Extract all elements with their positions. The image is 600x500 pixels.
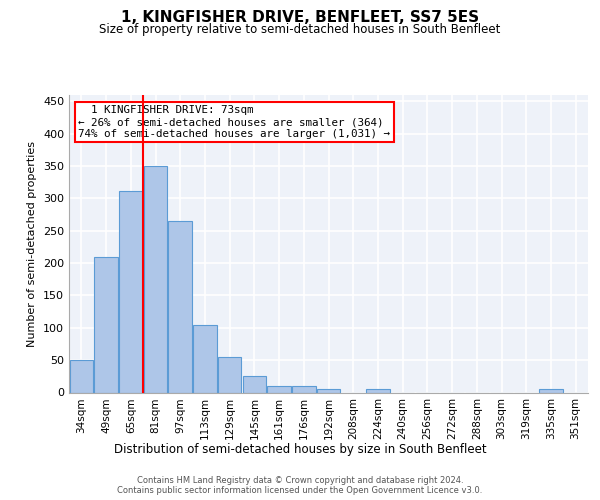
Bar bbox=[317, 390, 340, 392]
Bar bbox=[119, 190, 143, 392]
Bar bbox=[169, 221, 192, 392]
Text: 1, KINGFISHER DRIVE, BENFLEET, SS7 5ES: 1, KINGFISHER DRIVE, BENFLEET, SS7 5ES bbox=[121, 10, 479, 25]
Text: Size of property relative to semi-detached houses in South Benfleet: Size of property relative to semi-detach… bbox=[100, 22, 500, 36]
Bar bbox=[94, 256, 118, 392]
Y-axis label: Number of semi-detached properties: Number of semi-detached properties bbox=[28, 141, 37, 347]
Bar bbox=[193, 325, 217, 392]
Text: 1 KINGFISHER DRIVE: 73sqm
← 26% of semi-detached houses are smaller (364)
74% of: 1 KINGFISHER DRIVE: 73sqm ← 26% of semi-… bbox=[79, 106, 391, 138]
Bar bbox=[366, 390, 389, 392]
Text: Contains public sector information licensed under the Open Government Licence v3: Contains public sector information licen… bbox=[118, 486, 482, 495]
Bar bbox=[539, 390, 563, 392]
Bar bbox=[242, 376, 266, 392]
Text: Contains HM Land Registry data © Crown copyright and database right 2024.: Contains HM Land Registry data © Crown c… bbox=[137, 476, 463, 485]
Bar bbox=[144, 166, 167, 392]
Bar bbox=[292, 386, 316, 392]
Bar bbox=[70, 360, 93, 392]
Bar bbox=[218, 357, 241, 392]
Bar bbox=[268, 386, 291, 392]
Text: Distribution of semi-detached houses by size in South Benfleet: Distribution of semi-detached houses by … bbox=[113, 442, 487, 456]
